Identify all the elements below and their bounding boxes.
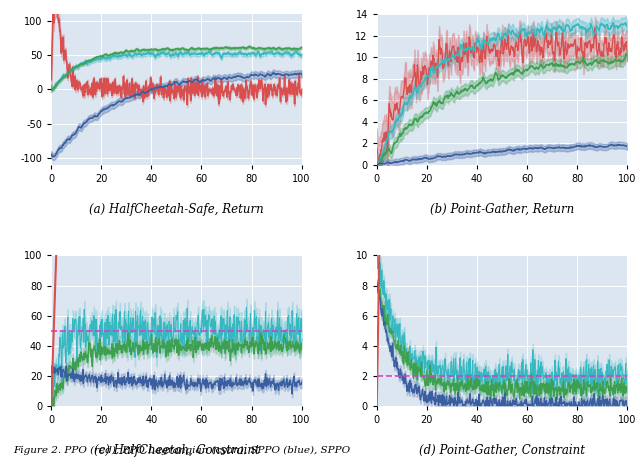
Title: (b) Point-Gather, Return: (b) Point-Gather, Return	[430, 203, 574, 216]
Title: (a) HalfCheetah-Safe, Return: (a) HalfCheetah-Safe, Return	[89, 203, 264, 216]
Title: (d) Point-Gather, Constraint: (d) Point-Gather, Constraint	[419, 444, 585, 457]
Title: (c) HalfCheetah, Constraint: (c) HalfCheetah, Constraint	[93, 444, 259, 457]
Text: Figure 2. PPO (red), PPO Lagrangian (cyan), SPPO (blue), SPPO: Figure 2. PPO (red), PPO Lagrangian (cya…	[13, 446, 350, 455]
